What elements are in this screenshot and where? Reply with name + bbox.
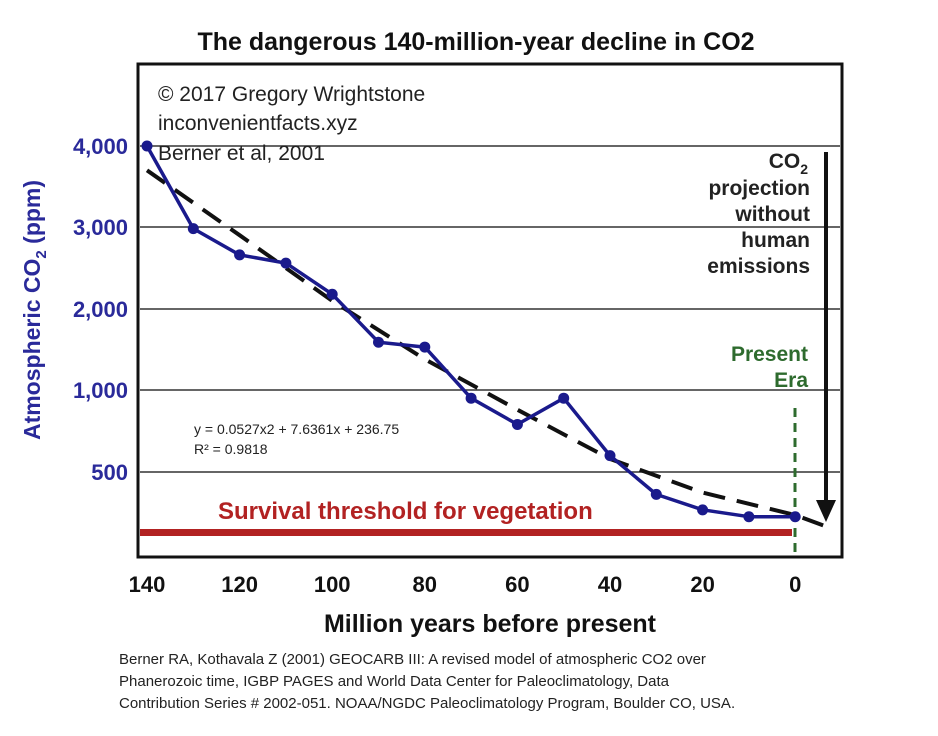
co2-data-point [234, 249, 246, 261]
co2-data-point [511, 418, 523, 430]
x-tick-label: 140 [129, 572, 166, 597]
co2-data-point [373, 336, 384, 348]
trendline [145, 168, 833, 531]
trend-equation: y = 0.0527x2 + 7.6361x + 236.75 [194, 421, 399, 437]
x-tick-label: 60 [505, 572, 529, 597]
y-tick-label: 1,000 [73, 378, 128, 403]
y-tick-label: 4,000 [73, 134, 128, 159]
co2-data-point [465, 392, 477, 404]
y-tick-label: 3,000 [73, 215, 128, 240]
co2-data-point [558, 392, 570, 404]
x-tick-label: 20 [690, 572, 714, 597]
co2-data-point [604, 450, 616, 462]
x-tick-label: 40 [598, 572, 622, 597]
chart-title: The dangerous 140-million-year decline i… [197, 28, 754, 56]
projection-label-2: without [734, 203, 810, 226]
survival-threshold-label: Survival threshold for vegetation [218, 498, 593, 525]
series-layer [141, 140, 801, 523]
co2-data-point [141, 140, 153, 152]
x-tick-label: 80 [413, 572, 437, 597]
citation-line-2: Phanerozoic time, IGBP PAGES and World D… [119, 673, 670, 690]
x-tick-labels: 140 120 100 80 60 40 20 0 [129, 572, 802, 597]
co2-data-point [789, 511, 801, 523]
y-tick-label: 500 [91, 460, 128, 485]
survival-threshold-line [140, 529, 792, 536]
trend-r-squared: R² = 0.9818 [194, 441, 268, 457]
x-tick-label: 100 [314, 572, 351, 597]
credit-copyright: © 2017 Gregory Wrightstone [158, 83, 425, 106]
credit-website: inconvenientfacts.xyz [158, 112, 358, 135]
plot-frame [136, 62, 844, 559]
gridlines [140, 145, 840, 473]
citation-line-3: Contribution Series # 2002-051. NOAA/NGD… [119, 695, 735, 712]
co2-data-point [419, 341, 431, 353]
credit-source: Berner et al, 2001 [158, 142, 325, 165]
projection-label-co2: CO2 [769, 150, 809, 177]
projection-arrow-head [816, 500, 836, 522]
co2-data-point [650, 488, 662, 500]
projection-label-3: human [741, 229, 810, 252]
x-tick-label: 0 [789, 572, 801, 597]
co2-data-point [187, 223, 199, 235]
y-tick-labels: 4,000 3,000 2,000 1,000 500 [73, 134, 128, 485]
projection-label-4: emissions [707, 255, 810, 278]
y-axis-label: Atmospheric CO2 (ppm) [19, 180, 50, 440]
trendline-layer [145, 168, 833, 531]
co2-data-point [743, 511, 755, 523]
citation-line-1: Berner RA, Kothavala Z (2001) GEOCARB II… [119, 651, 706, 668]
x-tick-label: 120 [221, 572, 258, 597]
co2-data-point [326, 288, 338, 300]
projection-label-1: projection [708, 177, 810, 200]
present-era-label-2: Era [774, 369, 808, 392]
present-era-label-1: Present [731, 343, 808, 366]
co2-data-point [280, 257, 292, 269]
co2-data-point [697, 504, 709, 516]
y-tick-label: 2,000 [73, 297, 128, 322]
x-axis-label: Million years before present [324, 610, 657, 638]
